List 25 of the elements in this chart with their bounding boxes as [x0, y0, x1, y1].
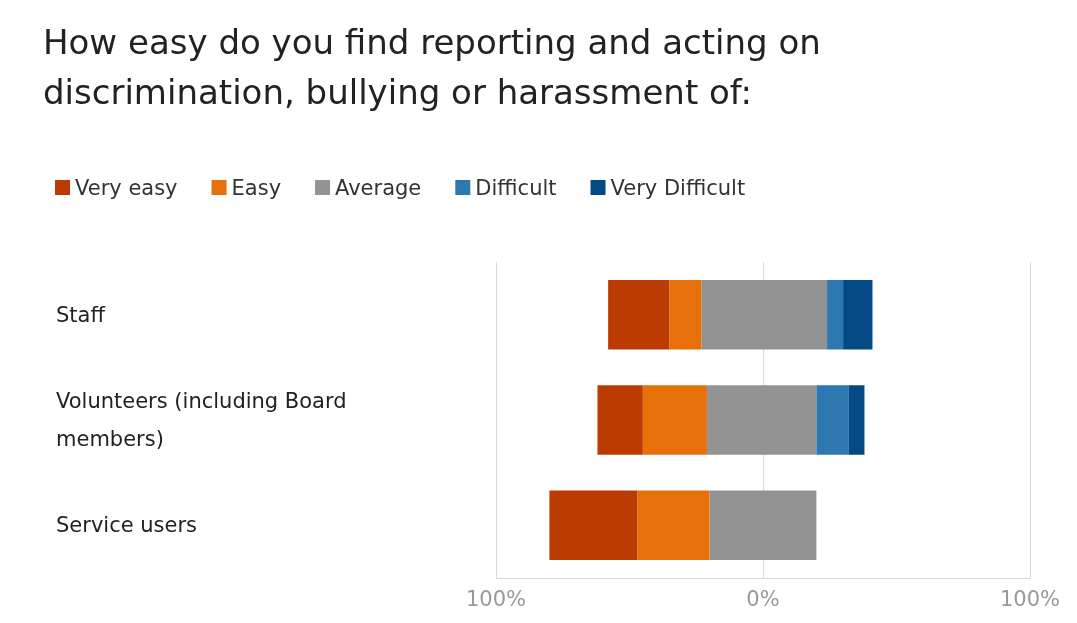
bar — [642, 385, 707, 455]
bar — [608, 279, 670, 350]
bar — [816, 385, 849, 455]
legend-label: Very Difficult — [610, 175, 746, 200]
bar — [706, 385, 817, 455]
chart-title: How easy do you find reporting and acting on discrimination, bullying or harassment of: — [43, 22, 832, 112]
x-tick-label: 100% — [465, 586, 527, 611]
legend-label: Very easy — [75, 175, 178, 200]
legend-label: Difficult — [475, 175, 557, 200]
y-tick-label: Volunteers (including Board members) — [56, 389, 354, 451]
x-tick-label: 0% — [746, 586, 780, 611]
bar — [597, 385, 643, 455]
y-tick-label: Staff — [56, 302, 106, 327]
bar — [637, 490, 710, 561]
bar — [827, 279, 844, 350]
bar — [843, 279, 873, 350]
bar — [669, 279, 702, 350]
legend-label: Average — [335, 175, 422, 200]
y-tick-label: Service users — [56, 513, 198, 538]
bar — [701, 279, 828, 350]
bar — [709, 490, 817, 561]
bar — [848, 385, 865, 455]
legend-label: Easy — [231, 175, 282, 200]
x-tick-label: 100% — [999, 586, 1061, 611]
bar — [549, 490, 638, 561]
